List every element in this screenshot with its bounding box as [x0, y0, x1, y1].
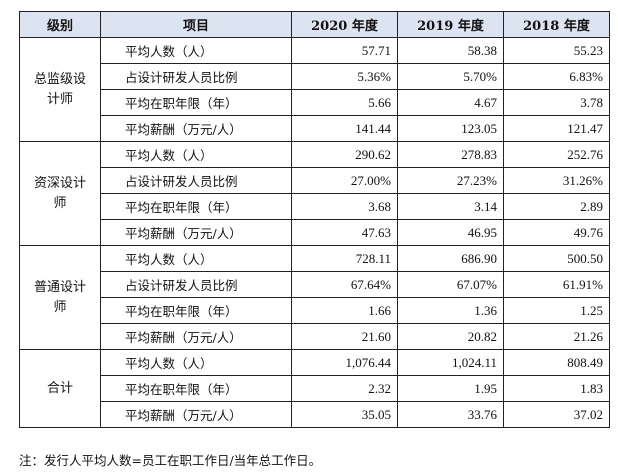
item-cell: 占设计研发人员比例 [100, 167, 292, 194]
value-2018-cell: 21.26 [503, 323, 610, 350]
value-2019-cell: 46.95 [397, 219, 504, 246]
item-cell: 占设计研发人员比例 [100, 271, 292, 298]
value-2018-cell: 3.78 [503, 89, 610, 116]
value-2018-cell: 2.89 [503, 193, 610, 220]
item-cell: 平均薪酬（万元/人） [100, 219, 292, 246]
table-row: 合计 平均人数（人） 1,076.44 1,024.11 808.49 [19, 349, 610, 428]
header-2018: 2018 年度 [503, 11, 610, 38]
item-cell: 平均薪酬（万元/人） [100, 115, 292, 142]
item-cell: 平均在职年限（年） [100, 193, 292, 220]
value-2018-cell: 6.83% [503, 63, 610, 90]
item-cell: 平均薪酬（万元/人） [100, 323, 292, 350]
table-row: 资深设计师 平均人数（人） 290.62 278.83 252.76 [19, 141, 610, 246]
level-group-cell: 资深设计师 [19, 141, 101, 246]
value-2020-cell: 57.71 [291, 37, 398, 64]
table-row: 平均在职年限（年） 3.68 3.14 2.89 [20, 193, 610, 220]
table-row: 平均薪酬（万元/人） 141.44 123.05 121.47 [20, 115, 610, 142]
table-row: 普通设计师 平均人数（人） 728.11 686.90 500.50 [19, 245, 610, 350]
table-row: 平均薪酬（万元/人） 47.63 46.95 49.76 [20, 219, 610, 246]
value-2018-cell: 500.50 [503, 245, 610, 272]
value-2020-cell: 2.32 [291, 375, 398, 402]
value-2018-cell: 37.02 [503, 401, 610, 428]
data-table-container: 级别 项目 2020 年度 2019 年度 2018 年度 总监级设计师 平均人数… [19, 11, 610, 428]
value-2019-cell: 686.90 [397, 245, 504, 272]
level-group-cell: 合计 [19, 349, 101, 428]
value-2020-cell: 3.68 [291, 193, 398, 220]
value-2019-cell: 5.70% [397, 63, 504, 90]
value-2018-cell: 1.83 [503, 375, 610, 402]
level-group-cell: 普通设计师 [19, 245, 101, 350]
value-2019-cell: 27.23% [397, 167, 504, 194]
header-2019: 2019 年度 [397, 11, 504, 38]
value-2019-cell: 1.95 [397, 375, 504, 402]
value-2020-cell: 67.64% [291, 271, 398, 298]
header-item: 项目 [100, 11, 292, 38]
table-row: 平均在职年限（年） 1.66 1.36 1.25 [20, 297, 610, 324]
value-2018-cell: 49.76 [503, 219, 610, 246]
value-2020-cell: 35.05 [291, 401, 398, 428]
value-2020-cell: 141.44 [291, 115, 398, 142]
value-2018-cell: 808.49 [503, 349, 610, 376]
item-cell: 平均在职年限（年） [100, 375, 292, 402]
header-level: 级别 [19, 11, 101, 38]
value-2019-cell: 1.36 [397, 297, 504, 324]
value-2018-cell: 121.47 [503, 115, 610, 142]
value-2018-cell: 252.76 [503, 141, 610, 168]
table-row: 总监级设计师 平均人数（人） 57.71 58.38 55.23 [19, 37, 610, 142]
item-cell: 平均人数（人） [100, 349, 292, 376]
table-row: 平均薪酬（万元/人） 21.60 20.82 21.26 [20, 323, 610, 350]
value-2019-cell: 1,024.11 [397, 349, 504, 376]
table-row: 占设计研发人员比例 5.36% 5.70% 6.83% [20, 63, 610, 90]
value-2019-cell: 278.83 [397, 141, 504, 168]
item-cell: 平均人数（人） [100, 141, 292, 168]
header-2020: 2020 年度 [291, 11, 398, 38]
value-2019-cell: 20.82 [397, 323, 504, 350]
item-cell: 平均人数（人） [100, 245, 292, 272]
table-row: 平均薪酬（万元/人） 35.05 33.76 37.02 [20, 401, 610, 428]
value-2018-cell: 1.25 [503, 297, 610, 324]
table-row: 占设计研发人员比例 67.64% 67.07% 61.91% [20, 271, 610, 298]
value-2020-cell: 1.66 [291, 297, 398, 324]
item-cell: 平均人数（人） [100, 37, 292, 64]
item-cell: 平均薪酬（万元/人） [100, 401, 292, 428]
value-2020-cell: 1,076.44 [291, 349, 398, 376]
item-cell: 占设计研发人员比例 [100, 63, 292, 90]
designer-statistics-table: 级别 项目 2020 年度 2019 年度 2018 年度 总监级设计师 平均人数… [19, 11, 610, 428]
table-row: 平均在职年限（年） 2.32 1.95 1.83 [20, 375, 610, 402]
table-row: 占设计研发人员比例 27.00% 27.23% 31.26% [20, 167, 610, 194]
value-2020-cell: 5.66 [291, 89, 398, 116]
footnote: 注：发行人平均人数=员工在职工作日/当年总工作日。 [19, 453, 322, 468]
level-group-cell: 总监级设计师 [19, 37, 101, 142]
value-2019-cell: 123.05 [397, 115, 504, 142]
value-2018-cell: 31.26% [503, 167, 610, 194]
value-2020-cell: 47.63 [291, 219, 398, 246]
value-2019-cell: 4.67 [397, 89, 504, 116]
value-2019-cell: 58.38 [397, 37, 504, 64]
item-cell: 平均在职年限（年） [100, 297, 292, 324]
table-header-row: 级别 项目 2020 年度 2019 年度 2018 年度 [19, 11, 610, 38]
item-cell: 平均在职年限（年） [100, 89, 292, 116]
table-row: 平均在职年限（年） 5.66 4.67 3.78 [20, 89, 610, 116]
value-2018-cell: 55.23 [503, 37, 610, 64]
value-2020-cell: 21.60 [291, 323, 398, 350]
value-2019-cell: 3.14 [397, 193, 504, 220]
value-2020-cell: 27.00% [291, 167, 398, 194]
value-2020-cell: 728.11 [291, 245, 398, 272]
value-2019-cell: 33.76 [397, 401, 504, 428]
value-2018-cell: 61.91% [503, 271, 610, 298]
table-body: 总监级设计师 平均人数（人） 57.71 58.38 55.23 占设计研发人员比例 5.3… [19, 37, 610, 428]
value-2019-cell: 67.07% [397, 271, 504, 298]
value-2020-cell: 290.62 [291, 141, 398, 168]
value-2020-cell: 5.36% [291, 63, 398, 90]
